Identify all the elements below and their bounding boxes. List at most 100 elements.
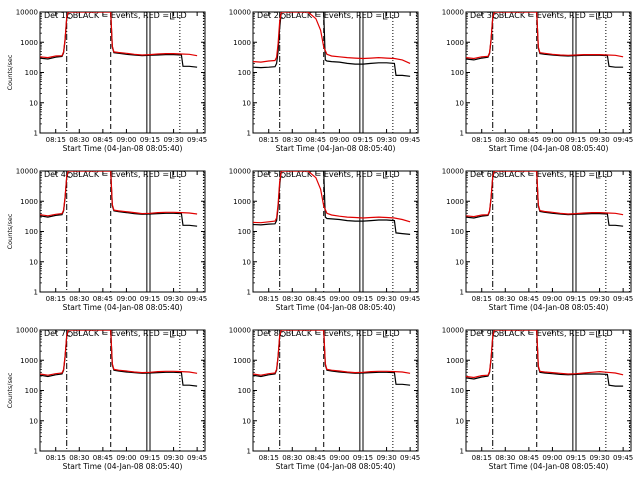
y-tick-label: 1000 <box>446 39 464 47</box>
lld-series-line <box>466 330 624 379</box>
lld-series-line <box>40 330 198 376</box>
y-tick-label: 1000 <box>20 39 38 47</box>
y-tick-label: 10 <box>29 99 38 107</box>
y-axis-label: Counts/sec <box>6 372 14 408</box>
x-tick-label: 08:15 <box>46 136 66 144</box>
y-tick-label: 1 <box>460 448 464 456</box>
end-annotation-bracket <box>170 172 175 179</box>
x-tick-label: 09:15 <box>353 454 373 462</box>
lld-series-line <box>466 12 624 60</box>
x-tick-label: 09:45 <box>187 136 207 144</box>
y-tick-label: 10000 <box>229 327 251 335</box>
y-tick-label: 10000 <box>16 168 38 176</box>
x-tick-label: 08:15 <box>46 454 66 462</box>
y-tick-label: 100 <box>451 387 464 395</box>
x-tick-label: 09:00 <box>542 295 562 303</box>
x-tick-label: 08:15 <box>259 454 279 462</box>
y-axis-label: Counts/sec <box>6 213 14 249</box>
x-tick-label: 08:30 <box>69 136 89 144</box>
x-tick-label: 08:30 <box>69 295 89 303</box>
y-tick-label: 1000 <box>446 198 464 206</box>
x-tick-label: 08:45 <box>306 136 326 144</box>
panel-title: Det 8c BLACK = Events, RED = LLD <box>257 329 400 338</box>
x-tick-label: 09:00 <box>329 295 349 303</box>
end-annotation-bracket <box>596 172 601 179</box>
y-tick-label: 1 <box>247 130 251 138</box>
x-tick-label: 09:15 <box>140 136 160 144</box>
end-annotation-bracket <box>383 172 388 179</box>
panel-det-9: Det 9c BLACK = Events, RED = LLD 1 10 100 10… <box>442 327 634 472</box>
y-tick-label: 1000 <box>446 357 464 365</box>
panel-det-1: Det 1c BLACK = Events, RED = LLD 1 10 100 10… <box>6 9 207 154</box>
events-series-line <box>253 12 411 77</box>
x-tick-label: 09:45 <box>187 454 207 462</box>
panel-title: Det 3c BLACK = Events, RED = LLD <box>470 11 613 20</box>
y-tick-label: 100 <box>238 228 251 236</box>
panel-det-5: Det 5c BLACK = Events, RED = LLD 1 10 100 10… <box>229 168 421 313</box>
events-series-line <box>253 330 411 386</box>
panel-title: Det 4c BLACK = Events, RED = LLD <box>44 170 187 179</box>
x-axis-label: Start Time (04-Jan-08 08:05:40) <box>489 303 609 312</box>
x-tick-label: 08:30 <box>495 295 515 303</box>
x-tick-label: 09:15 <box>353 136 373 144</box>
y-tick-label: 10 <box>242 417 251 425</box>
panel-det-4: Det 4c BLACK = Events, RED = LLD 1 10 100 10… <box>6 168 207 313</box>
y-tick-label: 10000 <box>442 9 464 17</box>
y-tick-label: 10 <box>455 99 464 107</box>
x-tick-label: 08:45 <box>93 136 113 144</box>
y-tick-label: 10 <box>455 258 464 266</box>
events-series-line <box>40 12 198 68</box>
x-tick-label: 09:30 <box>376 454 396 462</box>
x-tick-label: 08:45 <box>306 454 326 462</box>
x-tick-label: 08:15 <box>472 295 492 303</box>
x-tick-label: 09:00 <box>116 136 136 144</box>
y-tick-label: 10 <box>242 99 251 107</box>
x-tick-label: 09:00 <box>542 454 562 462</box>
x-tick-label: 09:00 <box>116 454 136 462</box>
x-tick-label: 08:45 <box>519 295 539 303</box>
x-tick-label: 09:15 <box>566 295 586 303</box>
x-axis-label: Start Time (04-Jan-08 08:05:40) <box>63 462 183 471</box>
x-tick-label: 09:30 <box>163 454 183 462</box>
y-tick-label: 100 <box>451 228 464 236</box>
x-tick-label: 08:30 <box>282 295 302 303</box>
y-axis-label: Counts/sec <box>6 54 14 90</box>
x-tick-label: 09:45 <box>400 295 420 303</box>
x-tick-label: 09:15 <box>566 136 586 144</box>
lld-series-line <box>466 171 624 218</box>
y-tick-label: 10 <box>29 417 38 425</box>
x-tick-label: 09:00 <box>116 295 136 303</box>
end-annotation-bracket <box>596 331 601 338</box>
lld-series-line <box>40 171 198 217</box>
end-annotation-bracket <box>383 331 388 338</box>
x-tick-label: 09:15 <box>140 454 160 462</box>
x-tick-label: 09:15 <box>566 454 586 462</box>
x-axis-label: Start Time (04-Jan-08 08:05:40) <box>489 462 609 471</box>
panel-title: Det 9c BLACK = Events, RED = LLD <box>470 329 613 338</box>
y-tick-label: 10000 <box>442 327 464 335</box>
x-tick-label: 08:45 <box>519 454 539 462</box>
x-tick-label: 09:00 <box>542 136 562 144</box>
panel-title: Det 1c BLACK = Events, RED = LLD <box>44 11 187 20</box>
y-tick-label: 10 <box>242 258 251 266</box>
y-tick-label: 1 <box>34 289 38 297</box>
events-series-line <box>253 171 411 235</box>
x-axis-label: Start Time (04-Jan-08 08:05:40) <box>63 303 183 312</box>
y-tick-label: 1 <box>247 448 251 456</box>
y-tick-label: 1 <box>34 130 38 138</box>
panel-det-8: Det 8c BLACK = Events, RED = LLD 1 10 100 10… <box>229 327 421 472</box>
y-tick-label: 10 <box>455 417 464 425</box>
y-tick-label: 1 <box>34 448 38 456</box>
panel-title: Det 2c BLACK = Events, RED = LLD <box>257 11 400 20</box>
x-tick-label: 09:30 <box>163 295 183 303</box>
x-axis-label: Start Time (04-Jan-08 08:05:40) <box>276 462 396 471</box>
x-tick-label: 08:30 <box>282 454 302 462</box>
y-tick-label: 100 <box>25 387 38 395</box>
y-tick-label: 1000 <box>233 39 251 47</box>
x-tick-label: 08:30 <box>282 136 302 144</box>
lld-series-line <box>40 12 198 59</box>
x-tick-label: 09:30 <box>376 136 396 144</box>
x-tick-label: 09:15 <box>140 295 160 303</box>
lld-series-line <box>253 12 411 64</box>
